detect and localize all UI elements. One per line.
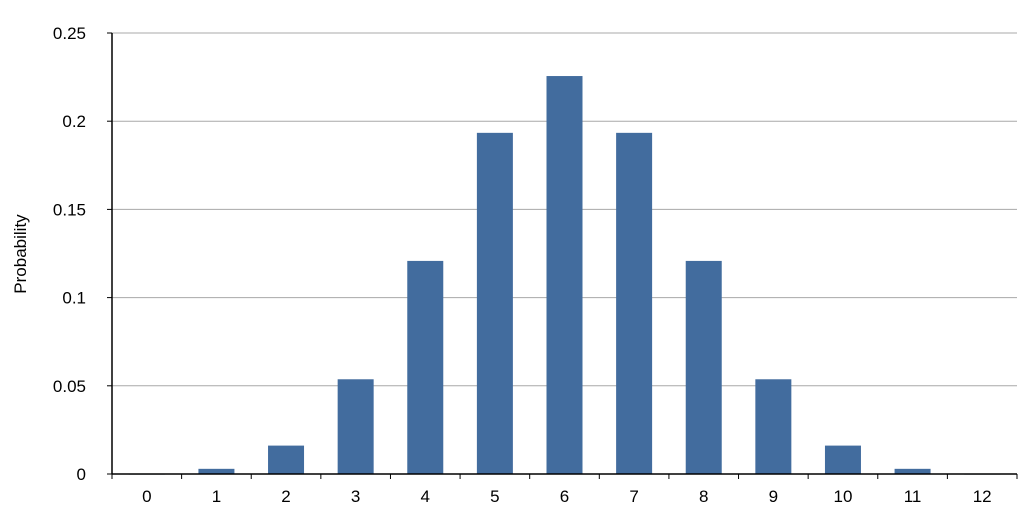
y-tick-label: 0.05: [53, 377, 86, 396]
bar-7: [616, 132, 653, 474]
bar-4: [407, 260, 444, 474]
x-tick-label: 6: [560, 487, 569, 506]
x-tick-label: 3: [351, 487, 360, 506]
y-tick-label: 0: [77, 465, 86, 484]
bar-1: [198, 468, 235, 474]
y-axis-label: Probability: [11, 214, 30, 294]
x-tick-label: 2: [281, 487, 290, 506]
bar-9: [755, 379, 792, 474]
bars: [128, 76, 1001, 475]
x-tick-label: 1: [212, 487, 221, 506]
y-tick-label: 0.2: [62, 112, 86, 131]
x-tick-label: 8: [699, 487, 708, 506]
x-tick-labels: 0 1 2 3 4 5 6 7 8 9 10 11 12: [142, 487, 992, 506]
x-tick-label: 11: [904, 487, 922, 506]
y-tick-label: 0.1: [62, 289, 86, 308]
bar-8: [685, 260, 722, 474]
bar-5: [476, 132, 513, 474]
y-tick-labels: 0 0.05 0.1 0.15 0.2 0.25: [53, 24, 86, 484]
x-tick-label: 10: [834, 487, 853, 506]
axes: [107, 32, 1018, 479]
x-tick-label: 4: [421, 487, 430, 506]
bar-11: [894, 468, 931, 474]
bar-2: [268, 445, 305, 474]
bar-3: [337, 379, 374, 474]
x-tick-label: 12: [973, 487, 992, 506]
x-tick-label: 0: [142, 487, 151, 506]
x-tick-label: 9: [769, 487, 778, 506]
bar-6: [546, 76, 583, 475]
y-tick-label: 0.15: [53, 200, 86, 219]
y-tick-label: 0.25: [53, 24, 86, 43]
x-tick-label: 7: [629, 487, 638, 506]
x-tick-label: 5: [490, 487, 499, 506]
bar-10: [824, 445, 861, 474]
